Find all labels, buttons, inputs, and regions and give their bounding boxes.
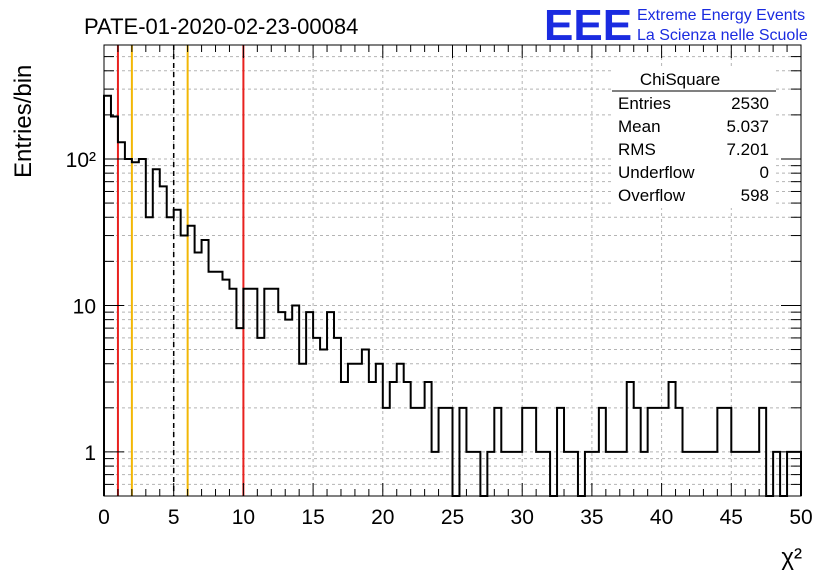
logo-line-1: Extreme Energy Events bbox=[637, 7, 805, 24]
eee-logo-letters: EEE bbox=[544, 1, 632, 50]
stats-row-value: 0 bbox=[760, 163, 769, 182]
stats-rows: Entries 2530 Mean 5.037 RMS 7.201 Underflow 0 Ov… bbox=[618, 94, 769, 205]
y-tick-label: 1 bbox=[84, 442, 96, 465]
y-tick-label: 10 bbox=[73, 295, 96, 318]
stats-row-label: RMS bbox=[618, 140, 656, 159]
stats-row-value: 2530 bbox=[731, 94, 769, 113]
histogram-outline bbox=[103, 94, 802, 497]
x-tick-label: 45 bbox=[720, 506, 743, 529]
logo-line-2: La Scienza nelle Scuole bbox=[637, 27, 808, 44]
stats-title: ChiSquare bbox=[640, 70, 720, 89]
stats-box: ChiSquare Entries 2530 Mean 5.037 RMS 7.201 Un… bbox=[612, 68, 776, 208]
x-axis-title: χ² bbox=[781, 544, 802, 571]
x-tick-label: 30 bbox=[511, 506, 534, 529]
x-tick-label: 25 bbox=[441, 506, 464, 529]
x-tick-label: 10 bbox=[232, 506, 255, 529]
y-axis-title: Entries/bin bbox=[10, 65, 37, 178]
chart-title: PATE-01-2020-02-23-00084 bbox=[84, 14, 358, 39]
stats-row-value: 598 bbox=[741, 186, 769, 205]
x-tick-label: 40 bbox=[650, 506, 673, 529]
plot-frame bbox=[103, 44, 802, 497]
reference-lines bbox=[116, 45, 245, 496]
x-tick-label: 20 bbox=[371, 506, 394, 529]
x-tick-label: 15 bbox=[301, 506, 324, 529]
y-tick-label: 10² bbox=[66, 149, 96, 172]
x-tick-label: 50 bbox=[789, 506, 812, 529]
eee-logo: EEE Extreme Energy Events La Scienza nel… bbox=[544, 1, 808, 50]
x-tick-label: 5 bbox=[168, 506, 180, 529]
stats-row-value: 5.037 bbox=[726, 117, 769, 136]
y-tick-labels: 1 10 10² bbox=[66, 149, 96, 465]
stats-row-value: 7.201 bbox=[726, 140, 769, 159]
stats-row-label: Mean bbox=[618, 117, 661, 136]
histogram bbox=[103, 94, 802, 497]
axis-ticks bbox=[103, 44, 802, 497]
stats-row-label: Entries bbox=[618, 94, 671, 113]
x-tick-label: 0 bbox=[98, 506, 110, 529]
x-tick-label: 35 bbox=[580, 506, 603, 529]
x-tick-labels: 0 5 10 15 20 25 30 35 40 45 50 bbox=[98, 506, 813, 529]
stats-row-label: Underflow bbox=[618, 163, 695, 182]
stats-row-label: Overflow bbox=[618, 186, 686, 205]
